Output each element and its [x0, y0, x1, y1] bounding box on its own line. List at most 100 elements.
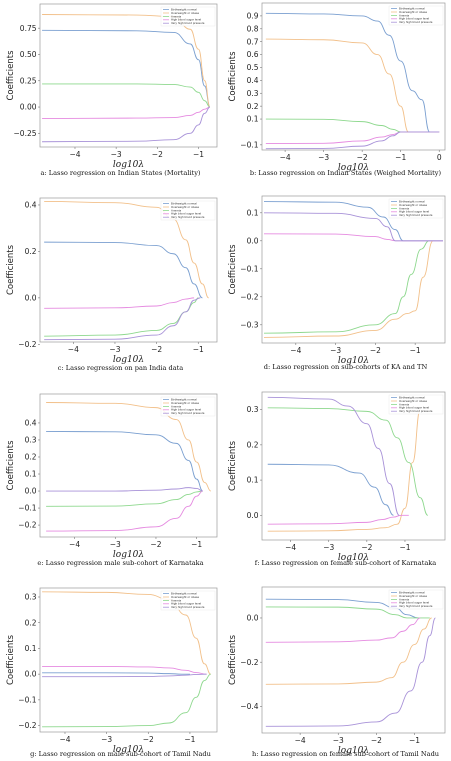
y-axis-label: Coefficients: [228, 634, 238, 685]
plot-frame: [39, 3, 218, 148]
legend-entry: High blood sugar level: [171, 602, 201, 606]
series-line-very-high-blood-pressure: [265, 131, 440, 150]
series-line-high-blood-sugar-level: [46, 490, 203, 532]
y-tick-label: −0.2: [18, 521, 36, 530]
y-tick-label: 0.2: [247, 440, 259, 449]
chart-panel-h: −0.4 −0.2 0.0 −4 −3 −2 −1 Coefficients log10λh: …: [228, 586, 446, 758]
y-tick-label: 0.2: [247, 102, 259, 111]
legend-entry: Birthweight normal: [399, 200, 425, 204]
x-tick-label: −4: [290, 346, 301, 355]
y-axis-label: Coefficients: [6, 634, 16, 685]
x-tick-label: −1: [184, 735, 195, 744]
legend-entry: Birthweight normal: [171, 398, 197, 402]
x-axis-label: log10λ: [338, 746, 369, 756]
legend-entry: Very high blood pressure: [399, 213, 433, 217]
y-axis-label: Coefficients: [228, 440, 238, 491]
series-line-overweight-or-obese: [265, 617, 432, 685]
plot-frame: [39, 393, 218, 538]
series-line-very-high-blood-pressure: [263, 212, 444, 242]
y-tick-label: 0.0: [247, 614, 259, 623]
y-tick-label: 0.4: [25, 419, 37, 428]
y-tick-label: 0.1: [247, 476, 259, 485]
legend-entry: Overweight or obese: [171, 11, 199, 15]
legend-entry: High blood sugar level: [399, 406, 429, 410]
y-tick-label: 0.4: [25, 201, 37, 210]
legend-entry: High blood sugar level: [171, 408, 201, 412]
y-tick-label: 0.4: [247, 76, 259, 85]
x-tick-label: −3: [333, 736, 344, 745]
series-line-high-blood-sugar-level: [267, 514, 409, 525]
legend-box: [388, 589, 444, 610]
legend-entry: Overweight or obese: [399, 594, 427, 598]
y-tick-label: 0.3: [247, 405, 259, 414]
legend-entry: High blood sugar level: [171, 212, 201, 216]
y-tick-label: 0.0: [247, 511, 259, 520]
y-tick-label: 0.1: [25, 644, 37, 653]
series-line-very-high-blood-pressure: [42, 673, 207, 678]
series-line-high-blood-sugar-level: [44, 297, 195, 309]
series-line-birthweight-normal: [46, 431, 203, 492]
chart-panel-b: −0.1 0.1 0.2 0.3 0.4 0.5 0.6 0.7 0.8 0.9 −4 −3 −2 −1 0…: [228, 2, 446, 177]
y-axis-label: Coefficients: [6, 440, 16, 491]
x-tick-label: −3: [318, 153, 329, 162]
y-axis-label: Coefficients: [6, 50, 16, 101]
series-line-anemia: [42, 83, 211, 108]
legend-entry: Very high blood pressure: [171, 21, 205, 25]
y-axis-label: Coefficients: [228, 244, 238, 295]
series-line-anemia: [44, 297, 199, 337]
y-tick-label: 0.8: [247, 24, 259, 33]
x-axis-label: log10λ: [113, 745, 144, 755]
y-tick-label: 0.9: [247, 11, 259, 20]
x-tick-label: −2: [151, 345, 162, 354]
legend-entry: Very high blood pressure: [399, 409, 433, 413]
y-tick-label: −0.3: [240, 320, 258, 329]
y-tick-label: −0.1: [240, 140, 258, 149]
series-line-high-blood-sugar-level: [42, 106, 211, 120]
legend-entry: Birthweight normal: [399, 396, 425, 400]
x-tick-label: −4: [285, 543, 296, 552]
x-tick-label: −2: [150, 540, 161, 549]
panel-caption: g: Lasso regression on male sub-cohort o…: [30, 750, 211, 758]
legend-box: [388, 394, 444, 415]
legend-box: [160, 590, 216, 611]
y-tick-label: 0.3: [247, 89, 259, 98]
x-tick-label: −2: [361, 543, 372, 552]
legend-entry: Overweight or obese: [399, 399, 427, 403]
x-tick-label: −4: [280, 153, 291, 162]
legend-entry: Birthweight normal: [171, 202, 197, 206]
x-axis-label: log10λ: [338, 163, 369, 173]
x-tick-label: −1: [193, 150, 204, 159]
series-line-overweight-or-obese: [267, 409, 421, 532]
legend-box: [388, 5, 444, 26]
y-tick-label: 0.2: [25, 618, 37, 627]
legend-box: [388, 198, 444, 219]
panel-caption: b: Lasso regression on Indian States (We…: [250, 169, 442, 177]
series-line-birthweight-normal: [44, 241, 203, 299]
panel-caption: f: Lasso regression on female sub-cohort…: [255, 559, 436, 567]
panel-caption: a: Lasso regression on Indian States (Mo…: [41, 169, 201, 177]
legend-entry: High blood sugar level: [171, 18, 201, 22]
legend-entry: Overweight or obese: [399, 10, 427, 14]
y-tick-label: −0.2: [18, 340, 36, 349]
x-tick-label: −1: [399, 543, 410, 552]
legend-entry: Birthweight normal: [171, 592, 197, 596]
x-tick-label: −3: [109, 345, 120, 354]
legend-entry: Anemia: [399, 402, 410, 406]
y-tick-label: 0.00: [20, 103, 37, 112]
chart-panel-g: −0.2 −0.1 0.0 0.1 0.2 0.3 −4 −3 −2 −1 Coefficients…: [6, 587, 218, 758]
y-tick-label: 0.2: [25, 453, 37, 462]
plot-frame: [261, 586, 446, 734]
y-tick-label: 0.0: [25, 293, 37, 302]
series-line-anemia: [42, 673, 211, 728]
legend-entry: Birthweight normal: [399, 7, 425, 11]
legend-entry: Birthweight normal: [399, 591, 425, 595]
x-tick-label: −3: [111, 150, 122, 159]
y-axis-label: Coefficients: [228, 51, 238, 102]
x-tick-label: −2: [152, 150, 163, 159]
x-tick-label: −1: [410, 346, 421, 355]
series-line-overweight-or-obese: [42, 14, 211, 108]
